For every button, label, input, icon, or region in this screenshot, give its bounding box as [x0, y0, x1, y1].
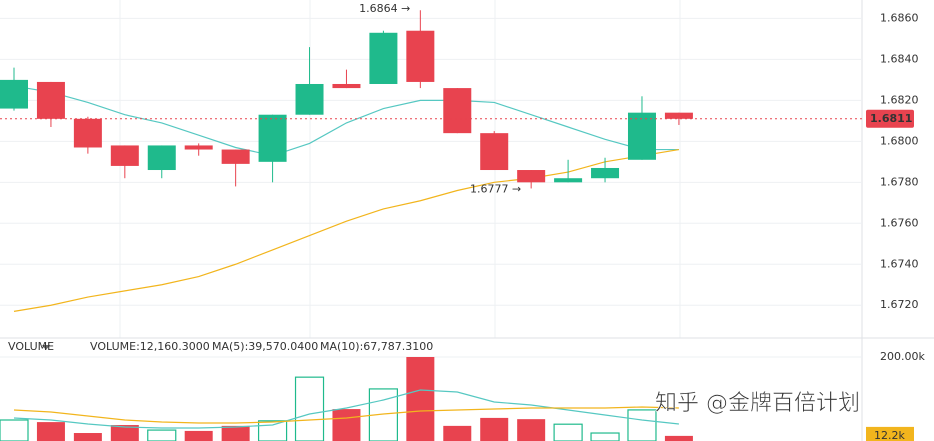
volume-bar — [443, 425, 472, 441]
volume-bar — [110, 425, 139, 441]
volume-bar — [517, 419, 546, 441]
candle-body — [221, 149, 250, 164]
volume-bar — [480, 417, 509, 441]
candle-body — [443, 88, 472, 134]
candle-body — [664, 112, 693, 119]
annotation: 1.6864 → — [359, 2, 410, 15]
volume-ma-line — [13, 406, 679, 424]
y-tick-label: 1.6760 — [880, 216, 919, 229]
candle-body — [406, 30, 435, 82]
volume-bar — [664, 435, 693, 441]
volume-bar — [406, 357, 435, 441]
legend-text: VOLUME — [8, 340, 54, 353]
candle-body — [627, 112, 656, 160]
volume-ma-line — [13, 389, 679, 429]
legend-text: VOLUME:12,160.3000 — [90, 340, 210, 353]
annotation: 1.6777 → — [470, 182, 521, 195]
legend-text: MA(5):39,570.0400 — [212, 340, 318, 353]
candle-body — [517, 170, 546, 183]
last-price-box — [866, 109, 914, 128]
y-tick-label: 1.6720 — [880, 298, 919, 311]
ma-line — [13, 85, 679, 157]
dropdown-icon[interactable] — [42, 345, 50, 350]
volume-bar — [221, 425, 250, 441]
y-tick-label: 200.00k — [880, 350, 925, 363]
candle-body — [332, 83, 361, 89]
y-tick-label: 1.6780 — [880, 175, 919, 188]
candle-body — [0, 79, 28, 109]
candle-body — [554, 178, 583, 183]
volume-bar — [553, 423, 583, 441]
candle-body — [36, 81, 65, 119]
volume-bar — [73, 433, 102, 441]
candle-body — [480, 133, 509, 171]
y-tick-label: 1.6740 — [880, 257, 919, 270]
volume-bar — [332, 409, 361, 441]
candle-body — [591, 167, 620, 179]
y-tick-label: 1.6820 — [880, 93, 919, 106]
volume-bar — [0, 419, 29, 441]
last-price-label: 1.6811 — [870, 112, 912, 125]
volume-bar — [184, 430, 213, 441]
candle-body — [184, 145, 213, 150]
y-tick-label: 1.6860 — [880, 11, 919, 24]
candle-body — [258, 114, 287, 162]
last-volume-box — [866, 426, 914, 441]
candle-body — [147, 145, 176, 171]
legend-text: MA(10):67,787.3100 — [320, 340, 433, 353]
volume-bar — [36, 422, 65, 441]
candle-body — [369, 32, 398, 84]
watermark: 知乎 @金牌百倍计划 — [655, 391, 860, 416]
candle-body — [73, 118, 102, 148]
volume-bar — [627, 409, 657, 441]
candle-body — [295, 83, 324, 115]
last-volume-label: 12.2k — [874, 429, 905, 441]
y-tick-label: 1.6800 — [880, 134, 919, 147]
volume-bar — [294, 376, 325, 441]
candle-body — [110, 145, 139, 166]
y-tick-label: 1.6840 — [880, 52, 919, 65]
